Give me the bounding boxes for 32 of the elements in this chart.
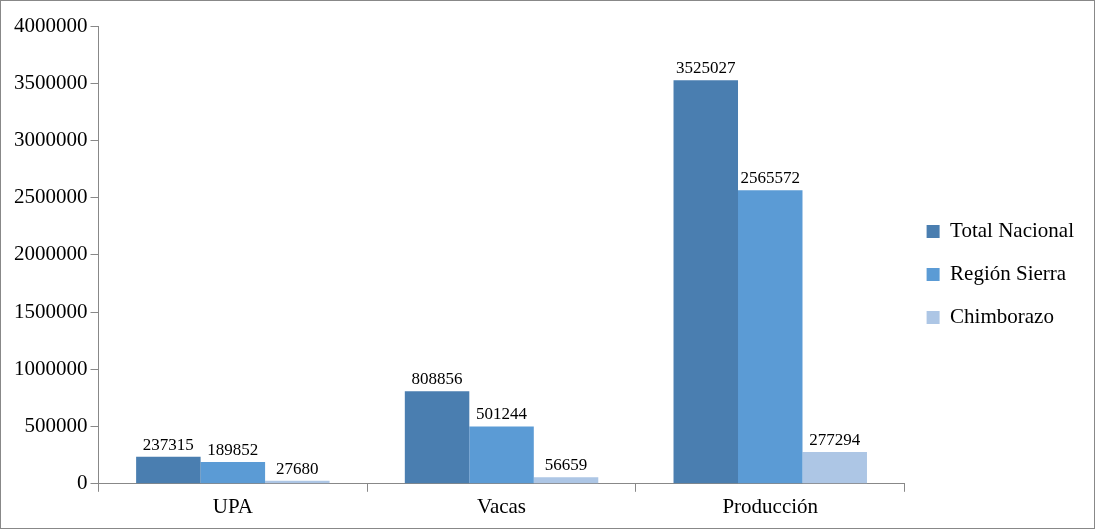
legend-label: Total Nacional	[950, 218, 1075, 243]
x-tick-label: Producción	[722, 493, 819, 518]
bar	[404, 391, 470, 484]
y-tick-label: 2000000	[14, 241, 88, 266]
legend-label: Chimborazo	[950, 304, 1054, 329]
bar	[738, 190, 803, 484]
bar	[136, 456, 201, 484]
y-tick-label: 4000000	[14, 12, 88, 37]
y-tick-label: 2500000	[14, 184, 88, 209]
data-label: 808856	[411, 369, 463, 389]
data-label: 237315	[142, 434, 194, 454]
bar	[673, 80, 739, 484]
bar	[533, 477, 599, 484]
bar	[200, 462, 266, 484]
y-tick-label: 500000	[24, 413, 88, 438]
data-label: 501244	[476, 404, 528, 424]
data-label: 3525027	[676, 58, 737, 78]
data-label: 277294	[809, 430, 861, 450]
y-tick-label: 0	[77, 470, 88, 495]
y-tick-label: 3000000	[14, 126, 88, 151]
data-label: 56659	[544, 455, 588, 475]
y-tick-label: 3500000	[14, 69, 88, 94]
y-tick-label: 1000000	[14, 355, 88, 380]
x-tick-label: Vacas	[477, 493, 527, 518]
data-label: 189852	[207, 440, 259, 460]
legend-label: Región Sierra	[950, 261, 1067, 286]
bar	[469, 426, 534, 484]
x-tick-label: UPA	[212, 493, 254, 518]
y-tick-label: 1500000	[14, 298, 88, 323]
data-label: 27680	[276, 458, 319, 478]
data-label: 2565572	[740, 168, 800, 188]
bar	[802, 452, 867, 484]
